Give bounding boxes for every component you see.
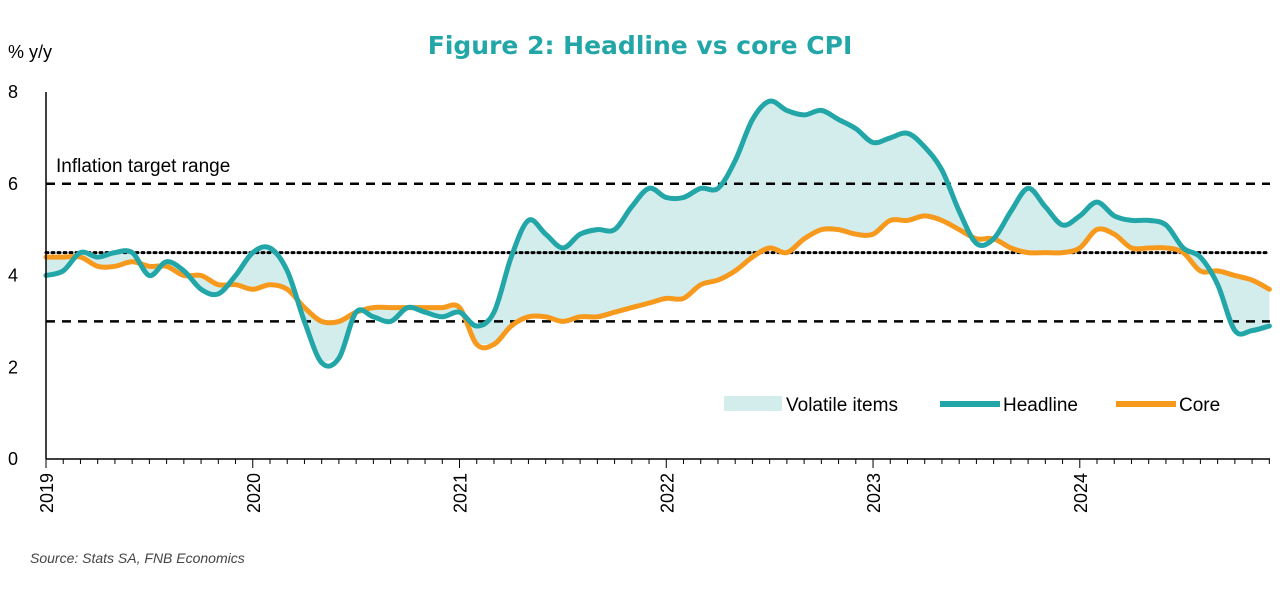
y-tick-label-3: 6 <box>8 174 18 194</box>
y-tick-label-2: 4 <box>8 266 18 286</box>
y-axis-label: % y/y <box>8 42 52 62</box>
x-tick-label-5: 2024 <box>1071 473 1091 513</box>
y-tick-label-1: 2 <box>8 357 18 377</box>
y-tick-label-4: 8 <box>8 82 18 102</box>
x-tick-label-4: 2023 <box>864 473 884 513</box>
x-tick-label-0: 2019 <box>37 473 57 513</box>
x-tick-label-1: 2020 <box>244 473 264 513</box>
y-tick-label-0: 0 <box>8 449 18 469</box>
legend-label-core: Core <box>1179 395 1220 416</box>
volatile-items-area <box>46 101 1270 363</box>
source-note: Source: Stats SA, FNB Economics <box>30 550 245 566</box>
axes: 0 2 4 6 8 2019 2020 2021 2022 2023 2024 <box>8 82 1270 513</box>
x-tick-label-2: 2021 <box>451 473 471 513</box>
legend-label-volatile-items: Volatile items <box>786 395 898 416</box>
series-lines <box>43 98 1272 369</box>
legend-label-headline: Headline <box>1003 395 1078 416</box>
legend: Volatile items Headline Core <box>724 395 1220 416</box>
volatile-items-area-group <box>46 101 1270 363</box>
chart-title: Figure 2: Headline vs core CPI <box>428 31 853 60</box>
legend-swatch-volatile-items <box>724 396 782 411</box>
x-tick-label-3: 2022 <box>657 473 677 513</box>
headline-line <box>43 98 1272 369</box>
core-line <box>43 213 1272 351</box>
target-range-annotation: Inflation target range <box>56 156 230 177</box>
